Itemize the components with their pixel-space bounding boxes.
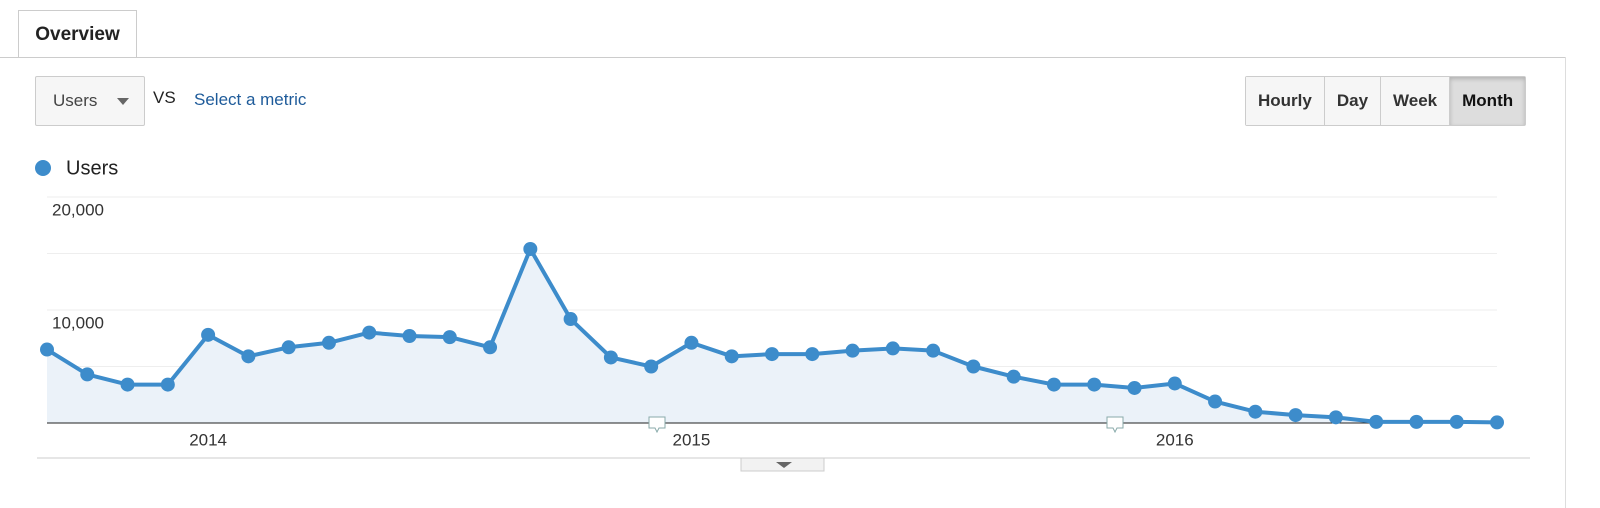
point — [1208, 394, 1223, 409]
point — [40, 342, 54, 357]
point — [80, 367, 95, 382]
y-tick-label: 20,000 — [52, 200, 104, 219]
vs-label: VS — [153, 88, 176, 107]
point — [926, 343, 941, 358]
point — [1087, 377, 1102, 392]
point — [201, 327, 216, 342]
point — [362, 325, 377, 340]
point — [1369, 414, 1384, 429]
panel-border — [1565, 57, 1566, 508]
point — [1288, 408, 1303, 423]
granularity-group: Hourly Day Week Month — [1245, 76, 1527, 126]
point — [885, 341, 900, 356]
select-metric-link[interactable]: Select a metric — [194, 90, 307, 109]
point — [120, 377, 135, 392]
granularity-button[interactable]: Week — [1380, 77, 1450, 125]
annotation-bubble — [648, 416, 666, 434]
point — [442, 330, 457, 345]
x-tick-label: 2016 — [1156, 430, 1194, 449]
annotation-bubble — [1106, 416, 1124, 434]
point — [1409, 414, 1424, 429]
point — [805, 347, 820, 362]
legend-marker — [35, 160, 51, 176]
point — [765, 347, 779, 362]
tab-rule — [0, 57, 1566, 58]
point — [1328, 410, 1343, 425]
point — [321, 335, 336, 350]
point — [1006, 369, 1021, 384]
point — [483, 340, 498, 355]
annotation-icon[interactable] — [648, 416, 666, 434]
point — [160, 377, 175, 392]
point — [684, 335, 699, 350]
point — [603, 350, 618, 365]
point — [281, 340, 296, 355]
point — [845, 343, 860, 358]
point — [724, 349, 739, 364]
legend-label: Users — [66, 157, 118, 179]
point — [644, 359, 659, 374]
point — [966, 359, 981, 374]
x-tick-label: 2014 — [189, 430, 227, 449]
point — [241, 349, 256, 364]
point — [1449, 414, 1464, 429]
dropdown-label: Users — [53, 91, 98, 110]
y-tick-label: 10,000 — [52, 313, 104, 332]
metric-dropdown[interactable]: Users — [35, 76, 145, 126]
annotation-icon[interactable] — [1106, 416, 1124, 434]
tab[interactable]: Overview — [18, 10, 137, 58]
point — [1167, 376, 1182, 391]
point — [523, 241, 538, 256]
granularity-button[interactable]: Month — [1449, 77, 1526, 125]
point — [402, 328, 417, 343]
point — [563, 312, 578, 327]
x-tick-label: 2015 — [673, 430, 711, 449]
granularity-button[interactable]: Hourly — [1246, 77, 1324, 125]
point — [1248, 404, 1263, 419]
granularity-button[interactable]: Day — [1323, 77, 1381, 125]
point — [1046, 377, 1061, 392]
point — [1490, 415, 1504, 430]
point — [1127, 380, 1142, 395]
expand-arrow — [776, 462, 792, 468]
area — [47, 248, 1497, 423]
